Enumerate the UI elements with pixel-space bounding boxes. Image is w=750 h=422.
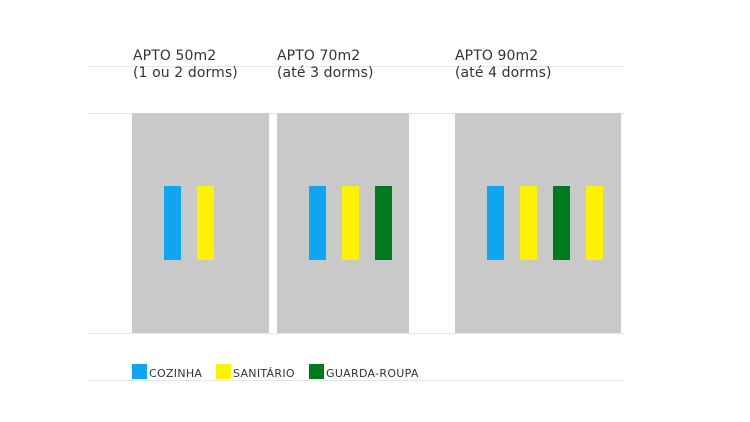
apartment-name: APTO 50m2 <box>133 48 217 64</box>
apartment-title-50m2: APTO 50m2 (1 ou 2 dorms) <box>133 48 238 82</box>
apartment-name: APTO 70m2 <box>277 48 361 64</box>
legend-label-guarda-roupa: GUARDA-ROUPA <box>326 367 419 380</box>
room-bar-sanitario <box>342 186 359 260</box>
room-bar-sanitario <box>197 186 214 260</box>
legend-label-cozinha: COZINHA <box>149 367 203 380</box>
room-bar-cozinha <box>487 186 504 260</box>
legend-swatch-sanitario <box>216 364 231 379</box>
apartment-dorms: (1 ou 2 dorms) <box>133 65 238 81</box>
apartment-dorms: (até 4 dorms) <box>455 65 552 81</box>
legend-swatch-guarda-roupa <box>309 364 324 379</box>
legend-label-sanitario: SANITÁRIO <box>233 367 295 380</box>
apartment-title-70m2: APTO 70m2 (até 3 dorms) <box>277 48 374 82</box>
room-bar-guarda-roupa <box>375 186 392 260</box>
room-bar-guarda-roupa <box>553 186 570 260</box>
apartment-name: APTO 90m2 <box>455 48 539 64</box>
apartment-dorms: (até 3 dorms) <box>277 65 374 81</box>
room-bar-sanitario <box>520 186 537 260</box>
top-rule <box>88 66 624 67</box>
legend-rule <box>88 380 624 381</box>
panel-bottom-rule <box>88 333 624 334</box>
room-bar-sanitario <box>586 186 603 260</box>
room-bar-cozinha <box>309 186 326 260</box>
room-bar-cozinha <box>164 186 181 260</box>
apartment-title-90m2: APTO 90m2 (até 4 dorms) <box>455 48 552 82</box>
legend-swatch-cozinha <box>132 364 147 379</box>
